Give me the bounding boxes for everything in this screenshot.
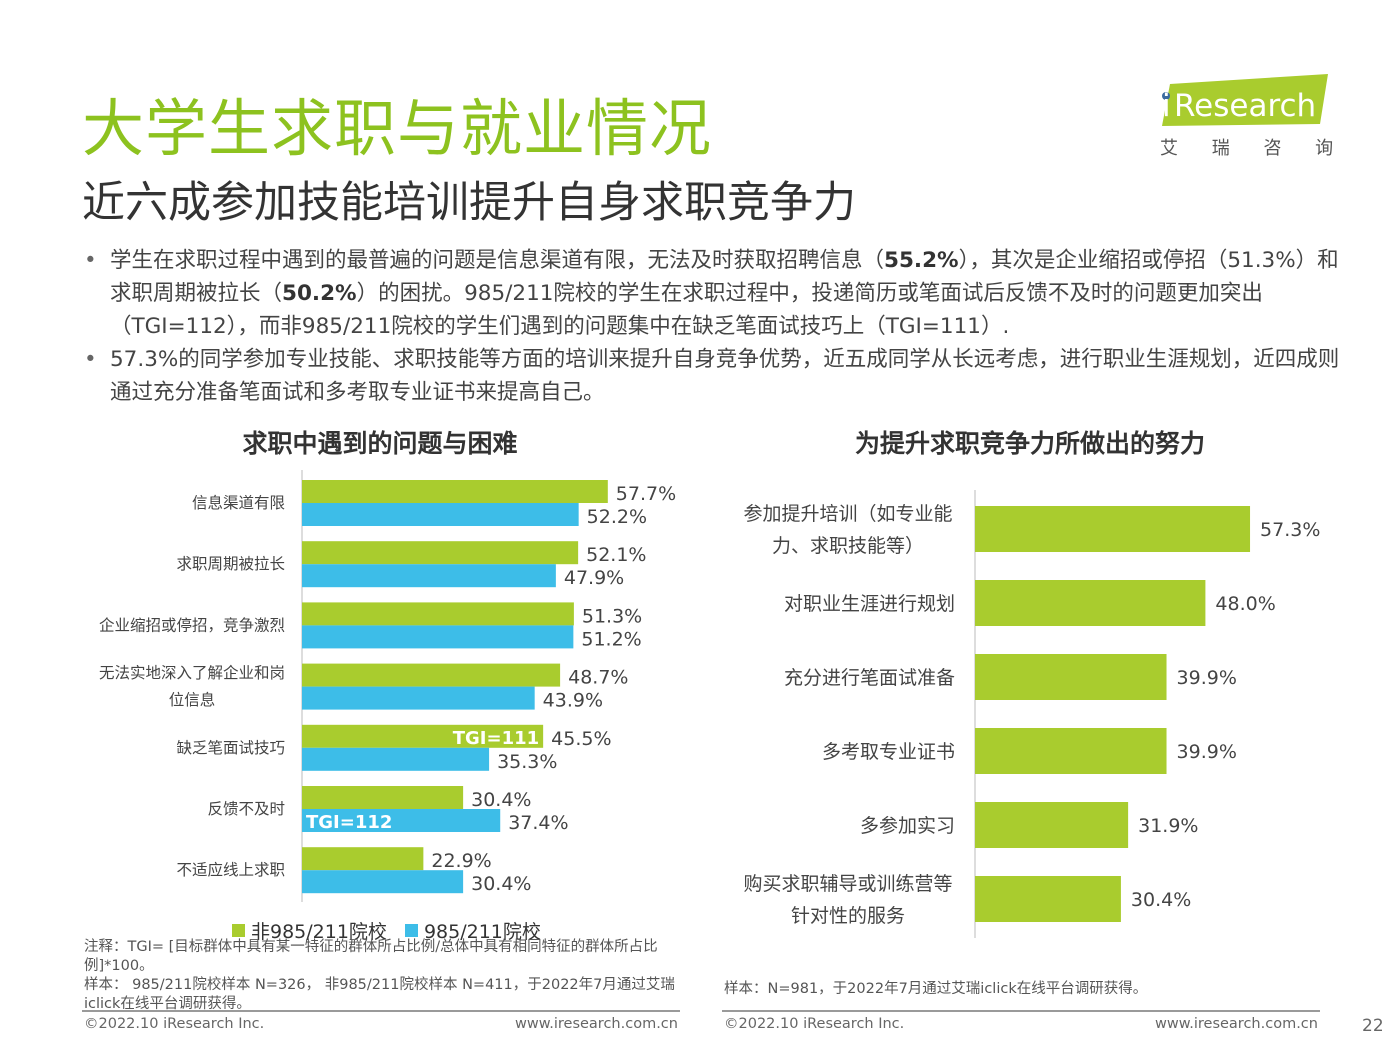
chart-1-category-label: 反馈不及时 (207, 800, 285, 818)
chart-1-value-label: 52.2% (587, 506, 647, 528)
legend-label-non985: 非985/211院校 (251, 921, 387, 943)
chart-1-bar (302, 747, 490, 771)
chart-1-bar (302, 809, 501, 832)
chart-2-title: 为提升求职竞争力所做出的努力 (854, 429, 1205, 458)
chart-2-category-label: 力、求职技能等） (772, 535, 924, 557)
chart-1-bar (302, 686, 535, 710)
chart-1-category-label: 信息渠道有限 (192, 494, 285, 512)
chart-1-bar (302, 602, 574, 626)
logo-banner-shape (1162, 74, 1328, 126)
chart-1-value-label: 48.7% (568, 667, 628, 689)
chart-1-value-label: 57.7% (616, 483, 676, 505)
chart-1-value-label: 22.9% (431, 850, 491, 872)
tgi-note: 注释：TGI= [目标群体中具有某一特征的群体所占比例/总体中具有相同特征的群体… (84, 939, 658, 974)
chart-1-value-label: 51.2% (581, 628, 641, 650)
chart-2-category-label: 参加提升培训（如专业能 (743, 503, 952, 525)
chart-1-bar (302, 663, 561, 687)
chart-1-bar (302, 724, 544, 748)
legend-label-985: 985/211院校 (423, 921, 541, 943)
chart-1-value-label: 51.3% (582, 605, 642, 627)
chart-1-value-label: 30.4% (471, 789, 531, 811)
chart-1-category-label: 无法实地深入了解企业和岗 (99, 664, 285, 682)
chart-1-problems: 信息渠道有限 57.7%52.2% 求职周期被拉长 52.1%47.9% 企业缩招或停招… (99, 470, 676, 902)
chart-2-bar (975, 728, 1167, 774)
page-number: 22 (1362, 1016, 1384, 1036)
chart-1-category-label: 企业缩招或停招，竞争激烈 (99, 616, 285, 634)
chart-2-value-label: 48.0% (1215, 593, 1275, 615)
footer-copyright-left: ©2022.10 iResearch Inc. (84, 1016, 265, 1032)
chart-1-value-label: 30.4% (471, 873, 531, 895)
footer-divider-right (722, 1010, 1320, 1012)
iresearch-logo: i Research 艾 瑞 咨 询 (1150, 70, 1340, 160)
chart-1-value-label: 35.3% (497, 751, 557, 773)
chart-2-value-label: 39.9% (1177, 741, 1237, 763)
bullet-dot-icon: • (84, 248, 97, 273)
legend-swatch-green (232, 924, 245, 937)
logo-cn-text: 艾 瑞 咨 询 (1160, 138, 1340, 159)
chart-1-title: 求职中遇到的问题与困难 (242, 429, 518, 458)
chart-1-notes: 注释：TGI= [目标群体中具有某一特征的群体所占比例/总体中具有相同特征的群体… (84, 938, 684, 1014)
bullet-dot-icon: • (84, 347, 97, 372)
chart-1-bar (302, 786, 464, 809)
bullet-2: • 57.3%的同学参加专业技能、求职技能等方面的培训来提升自身竞争优势，近五成… (82, 343, 1352, 409)
chart-2-value-label: 57.3% (1260, 519, 1320, 541)
logo-brand-i: i (1162, 88, 1171, 124)
chart-1-category-label: 位信息 (169, 691, 216, 709)
chart-1-legend: 非985/211院校 985/211院校 (232, 917, 541, 944)
chart-1-tgi-annotation: TGI=112 (306, 812, 392, 833)
bullet-1-value-a: 55.2% (884, 248, 959, 273)
footer-url-left[interactable]: www.iresearch.com.cn (515, 1016, 678, 1032)
chart-2-bar (975, 506, 1251, 552)
chart-1-bar (302, 870, 464, 894)
chart-2-bar (975, 654, 1167, 700)
chart-1-bar (302, 625, 574, 649)
footer-url-right[interactable]: www.iresearch.com.cn (1155, 1016, 1318, 1032)
footer-copyright-right: ©2022.10 iResearch Inc. (724, 1016, 905, 1032)
chart-2-category-label: 购买求职辅导或训练营等 (743, 873, 952, 895)
chart-1-value-label: 43.9% (543, 690, 603, 712)
chart-1-value-label: 37.4% (508, 812, 568, 834)
footer-divider-left (82, 1010, 680, 1012)
chart-1-bar (302, 541, 579, 565)
chart-2-bar (975, 876, 1121, 922)
bullet-1-text-a: 学生在求职过程中遇到的最普遍的问题是信息渠道有限，无法及时获取招聘信息（ (110, 248, 885, 273)
sample-note-right: 样本：N=981，于2022年7月通过艾瑞iclick在线平台调研获得。 (724, 981, 1148, 997)
chart-1-bar (302, 480, 608, 503)
summary-bullets: • 学生在求职过程中遇到的最普遍的问题是信息渠道有限，无法及时获取招聘信息（55… (82, 244, 1352, 409)
chart-2-value-label: 31.9% (1138, 815, 1198, 837)
bullet-1-text-b: ），其次是企业缩招或停招（51.3%）和求职周期被拉长（ (110, 248, 1339, 306)
chart-1-tgi-annotation: TGI=111 (453, 728, 539, 749)
bullet-1-text-c: ）的困扰。985/211院校的学生在求职过程中，投递简历或笔面试后反馈不及时的问… (110, 281, 1263, 339)
bullet-1: • 学生在求职过程中遇到的最普遍的问题是信息渠道有限，无法及时获取招聘信息（55… (82, 244, 1352, 343)
chart-2-category-label: 针对性的服务 (791, 905, 905, 927)
chart-1-bar (302, 564, 556, 588)
chart-2-value-label: 39.9% (1177, 667, 1237, 689)
sample-note-left: 样本： 985/211院校样本 N=326， 非985/211院校样本 N=41… (84, 977, 675, 1012)
chart-1-category-label: 缺乏笔面试技巧 (176, 739, 285, 757)
chart-1-value-label: 52.1% (586, 544, 646, 566)
chart-2-category-label: 多参加实习 (860, 815, 955, 837)
chart-1-bar (302, 847, 424, 871)
chart-2-category-label: 多考取专业证书 (822, 741, 955, 763)
chart-2-bar (975, 802, 1129, 848)
chart-1-value-label: 45.5% (551, 728, 611, 750)
chart-2-category-label: 对职业生涯进行规划 (784, 593, 955, 615)
chart-2-value-label: 30.4% (1131, 889, 1191, 911)
legend-swatch-blue (404, 924, 418, 937)
chart-2-bar (975, 580, 1206, 626)
chart-1-value-label: 47.9% (564, 567, 624, 589)
chart-2-category-label: 充分进行笔面试准备 (784, 667, 955, 689)
bullet-2-text: 57.3%的同学参加专业技能、求职技能等方面的培训来提升自身竞争优势，近五成同学… (110, 347, 1340, 405)
logo-graphic: i Research 艾 瑞 咨 询 (1160, 74, 1340, 159)
chart-1-bar (302, 503, 579, 526)
logo-brand-text: Research (1174, 88, 1316, 124)
bullet-1-value-b: 50.2% (282, 281, 357, 306)
chart-1-category-label: 求职周期被拉长 (176, 555, 285, 573)
chart-1-category-label: 不适应线上求职 (176, 860, 285, 879)
logo-dot-icon (1162, 92, 1170, 100)
page-title: 大学生求职与就业情况 (82, 92, 713, 165)
page-subtitle: 近六成参加技能培训提升自身求职竞争力 (82, 178, 856, 228)
